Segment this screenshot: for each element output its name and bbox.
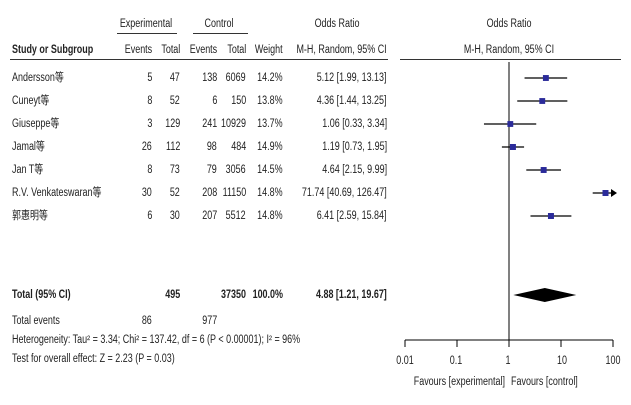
study-ci: 5.12 [1.99, 13.13] [317, 72, 387, 84]
header-experimental: Experimental [119, 18, 173, 30]
study-marker [542, 75, 549, 81]
header-odds-ratio: Odds Ratio [314, 18, 360, 30]
study-events-experimental: 6 [147, 210, 152, 222]
study-weight: 14.8% [257, 187, 283, 199]
study-events-experimental: 8 [147, 95, 152, 107]
study-marker [539, 98, 546, 104]
study-ci: 4.36 [1.44, 13.25] [317, 95, 387, 107]
study-name: Cuneyt等 [12, 95, 50, 107]
study-marker [540, 167, 547, 173]
study-total-experimental: 73 [170, 164, 180, 176]
study-marker [602, 190, 609, 196]
experimental-underline [117, 33, 177, 34]
total-control: 37350 [221, 289, 246, 301]
study-weight: 13.7% [257, 118, 283, 130]
study-weight: 13.8% [257, 95, 283, 107]
study-events-experimental: 3 [147, 118, 152, 130]
study-events-experimental: 26 [142, 141, 152, 153]
study-total-control: 150 [231, 95, 246, 107]
plot-header-method: M-H, Random, 95% CI [463, 44, 555, 56]
study-marker [547, 213, 554, 219]
study-events-control: 207 [202, 210, 217, 222]
study-total-control: 10929 [221, 118, 246, 130]
study-total-control: 6069 [226, 72, 246, 84]
total-events-experimental: 86 [142, 315, 152, 327]
study-ci: 4.64 [2.15, 9.99] [322, 164, 387, 176]
plot-header-odds-ratio: Odds Ratio [486, 18, 532, 30]
study-name: Andersson等 [12, 72, 64, 84]
study-total-control: 3056 [226, 164, 246, 176]
total-experimental: 495 [165, 289, 180, 301]
study-total-control: 11150 [222, 187, 246, 199]
header-events-experimental: Events [124, 44, 152, 56]
tick-label-0.1: 0.1 [449, 355, 463, 367]
total-events-control: 977 [202, 315, 217, 327]
study-events-control: 241 [202, 118, 217, 130]
study-marker [509, 144, 516, 150]
study-ci: 1.19 [0.73, 1.95] [322, 141, 387, 153]
favours-control: Favours [control] [511, 376, 578, 388]
study-events-control: 79 [207, 164, 217, 176]
favours-experimental: Favours [experimental] [413, 376, 505, 388]
header-study: Study or Subgroup [12, 44, 94, 56]
overall-effect-note: Test for overall effect: Z = 2.23 (P = 0… [12, 353, 175, 365]
study-name: Jamal等 [12, 141, 45, 153]
study-events-control: 208 [202, 187, 217, 199]
study-events-experimental: 5 [147, 72, 152, 84]
study-weight: 14.2% [257, 72, 283, 84]
study-name: R.V. Venkateswaran等 [12, 187, 102, 199]
study-total-control: 484 [231, 141, 246, 153]
study-events-control: 138 [202, 72, 217, 84]
header-weight: Weight [255, 44, 283, 56]
study-events-control: 98 [207, 141, 217, 153]
header-control: Control [204, 18, 234, 30]
study-ci: 6.41 [2.59, 15.84] [317, 210, 387, 222]
header-or-method: M-H, Random, 95% CI [296, 44, 387, 56]
study-name: Giuseppe等 [12, 118, 60, 130]
header-events-control: Events [189, 44, 217, 56]
study-total-experimental: 112 [165, 141, 180, 153]
study-ci: 71.74 [40.69, 126.47] [302, 187, 387, 199]
tick-label-0.01: 0.01 [396, 355, 414, 367]
pooled-diamond [513, 288, 577, 302]
study-events-experimental: 8 [147, 164, 152, 176]
study-weight: 14.8% [257, 210, 283, 222]
control-underline [193, 33, 248, 34]
study-marker [507, 121, 514, 127]
study-weight: 14.9% [257, 141, 283, 153]
total-events-label: Total events [12, 315, 60, 327]
study-total-experimental: 129 [165, 118, 180, 130]
total-ci: 4.88 [1.21, 19.67] [316, 289, 387, 301]
tick-label-100: 100 [605, 355, 621, 367]
ci-arrow [611, 189, 617, 197]
study-events-experimental: 30 [142, 187, 152, 199]
study-total-control: 5512 [226, 210, 246, 222]
total-label: Total (95% CI) [12, 289, 71, 301]
study-total-experimental: 52 [170, 187, 180, 199]
header-total-experimental: Total [161, 44, 180, 56]
tick-label-10: 10 [557, 355, 567, 367]
header-total-control: Total [227, 44, 246, 56]
table-header-rule [10, 59, 388, 60]
study-name: 郭惠明等 [12, 210, 48, 222]
study-events-control: 6 [212, 95, 217, 107]
study-total-experimental: 30 [170, 210, 180, 222]
heterogeneity-note: Heterogeneity: Tau² = 3.34; Chi² = 137.4… [12, 334, 301, 346]
study-total-experimental: 47 [170, 72, 180, 84]
study-weight: 14.5% [257, 164, 283, 176]
total-weight: 100.0% [252, 289, 283, 301]
study-total-experimental: 52 [170, 95, 180, 107]
study-ci: 1.06 [0.33, 3.34] [322, 118, 387, 130]
tick-label-1: 1 [505, 355, 511, 367]
plot-header-rule [400, 59, 621, 60]
study-name: Jan T等 [12, 164, 44, 176]
